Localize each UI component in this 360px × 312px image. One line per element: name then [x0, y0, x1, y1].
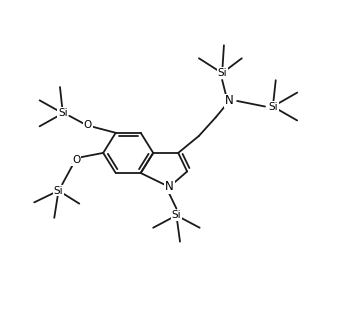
- Text: Si: Si: [58, 108, 68, 118]
- Text: O: O: [72, 155, 81, 165]
- Text: Si: Si: [217, 68, 227, 78]
- Text: Si: Si: [54, 186, 63, 196]
- Text: N: N: [225, 95, 234, 107]
- Text: Si: Si: [268, 101, 278, 111]
- Text: N: N: [165, 180, 174, 193]
- Text: O: O: [84, 120, 92, 130]
- Text: Si: Si: [172, 210, 181, 220]
